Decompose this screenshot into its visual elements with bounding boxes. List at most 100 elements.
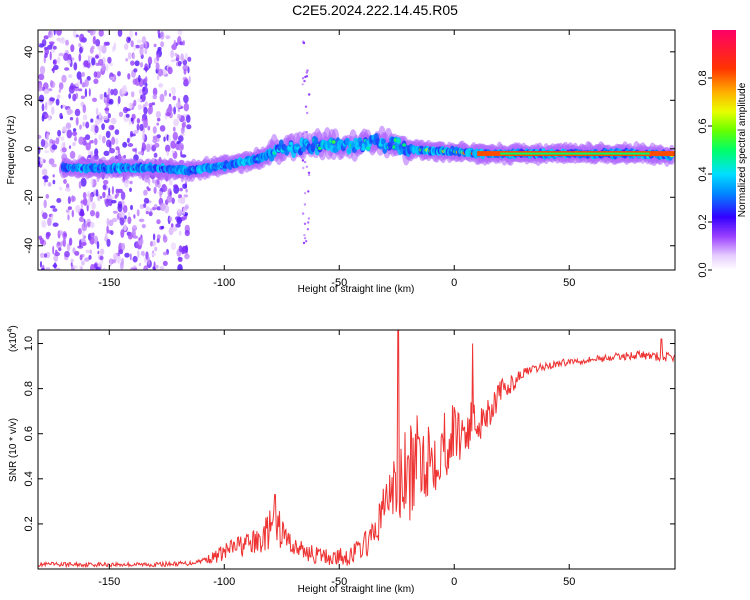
noise-cell bbox=[95, 189, 99, 197]
noise-cell bbox=[178, 257, 183, 263]
noise-cell bbox=[65, 122, 72, 129]
noise-cell bbox=[303, 222, 307, 225]
noise-cell bbox=[66, 243, 71, 252]
noise-cell bbox=[139, 123, 144, 132]
noise-cell bbox=[54, 251, 60, 257]
noise-cell bbox=[79, 254, 83, 261]
noise-cell bbox=[60, 115, 64, 119]
noise-cell bbox=[47, 182, 52, 187]
noise-cell bbox=[105, 130, 111, 139]
noise-cell bbox=[127, 233, 133, 240]
noise-cell bbox=[114, 129, 120, 136]
y-tick-label: 40 bbox=[23, 46, 35, 58]
noise-cell bbox=[43, 175, 49, 180]
noise-cell bbox=[107, 87, 111, 97]
noise-cell bbox=[80, 266, 83, 270]
noise-cell bbox=[184, 204, 188, 212]
noise-cell bbox=[80, 177, 87, 187]
noise-cell bbox=[81, 241, 87, 246]
noise-cell bbox=[160, 225, 165, 229]
noise-cell bbox=[141, 36, 147, 45]
noise-cell bbox=[89, 249, 92, 255]
noise-cell bbox=[130, 204, 133, 211]
noise-cell bbox=[156, 117, 161, 122]
noise-cell bbox=[128, 102, 133, 109]
noise-cell bbox=[92, 36, 96, 45]
noise-cell bbox=[307, 190, 310, 193]
noise-cell bbox=[176, 41, 179, 46]
noise-cell bbox=[79, 46, 83, 54]
noise-cell bbox=[66, 129, 73, 139]
noise-cell bbox=[85, 142, 91, 151]
noise-cell bbox=[159, 266, 165, 270]
noise-cell bbox=[152, 138, 158, 144]
noise-cell bbox=[56, 37, 62, 42]
noise-cell bbox=[101, 123, 105, 131]
noise-cell bbox=[78, 53, 82, 62]
colorbar: 0.0 0.2 0.4 0.6 0.8 Normalized spectral ampl… bbox=[697, 30, 748, 278]
noise-cell bbox=[175, 102, 182, 109]
noise-cell bbox=[111, 199, 117, 204]
noise-cell bbox=[88, 149, 91, 156]
noise-cell bbox=[301, 212, 305, 215]
noise-cell bbox=[143, 203, 147, 208]
noise-cell bbox=[49, 97, 56, 102]
noise-cell bbox=[45, 101, 48, 111]
noise-cell bbox=[185, 188, 188, 193]
noise-cell bbox=[177, 30, 183, 36]
noise-cell bbox=[172, 131, 178, 141]
snr-ticks: -150 -100 -50 0 50 0.2 0.4 0.6 0.8 1.0 bbox=[23, 330, 675, 588]
noise-cell bbox=[89, 232, 95, 237]
noise-cell bbox=[102, 115, 109, 121]
noise-cell bbox=[83, 235, 87, 239]
snr-panel: -150 -100 -50 0 50 0.2 0.4 0.6 0.8 1.0 Height of … bbox=[7, 325, 676, 595]
noise-cell bbox=[144, 47, 148, 55]
noise-cell bbox=[183, 68, 187, 75]
noise-cell bbox=[178, 135, 184, 143]
noise-cell bbox=[38, 134, 42, 139]
noise-cell bbox=[69, 117, 74, 121]
noise-cell bbox=[81, 260, 85, 266]
noise-cell bbox=[145, 143, 151, 153]
noise-cell bbox=[82, 104, 87, 114]
noise-cell bbox=[130, 267, 134, 270]
noise-cell bbox=[72, 141, 76, 147]
noise-cell bbox=[141, 224, 146, 229]
noise-cell bbox=[306, 111, 309, 115]
noise-cell bbox=[303, 79, 306, 83]
y-tick-label: -40 bbox=[23, 238, 35, 254]
noise-cell bbox=[178, 142, 184, 152]
noise-cell bbox=[186, 114, 191, 123]
noise-cell bbox=[152, 233, 156, 241]
noise-cell bbox=[182, 64, 189, 72]
noise-cell bbox=[129, 253, 132, 261]
noise-cell bbox=[51, 106, 55, 115]
noise-cell bbox=[73, 62, 78, 71]
noise-cell bbox=[127, 211, 131, 216]
noise-cell bbox=[168, 93, 172, 97]
noise-cell bbox=[181, 57, 185, 61]
noise-cell bbox=[51, 144, 58, 150]
noise-cell bbox=[91, 57, 96, 66]
noise-cell bbox=[169, 191, 172, 197]
noise-cell bbox=[155, 62, 160, 71]
noise-cell bbox=[149, 208, 153, 212]
noise-cell bbox=[57, 56, 61, 64]
noise-cell bbox=[132, 224, 137, 230]
noise-cell bbox=[307, 171, 311, 174]
noise-cell bbox=[129, 180, 133, 185]
ridge-core bbox=[396, 139, 401, 143]
noise-cell bbox=[87, 55, 91, 64]
noise-cell bbox=[107, 113, 112, 119]
noise-cell bbox=[72, 131, 78, 137]
noise-cell bbox=[182, 183, 188, 189]
noise-cell bbox=[125, 108, 131, 112]
noise-cell bbox=[47, 32, 51, 38]
noise-cell bbox=[147, 125, 151, 131]
noise-cell bbox=[96, 241, 100, 250]
noise-cell bbox=[110, 117, 117, 125]
noise-cell bbox=[178, 230, 182, 236]
noise-cell bbox=[95, 39, 101, 47]
noise-cell bbox=[303, 160, 307, 164]
noise-cell bbox=[170, 59, 176, 63]
